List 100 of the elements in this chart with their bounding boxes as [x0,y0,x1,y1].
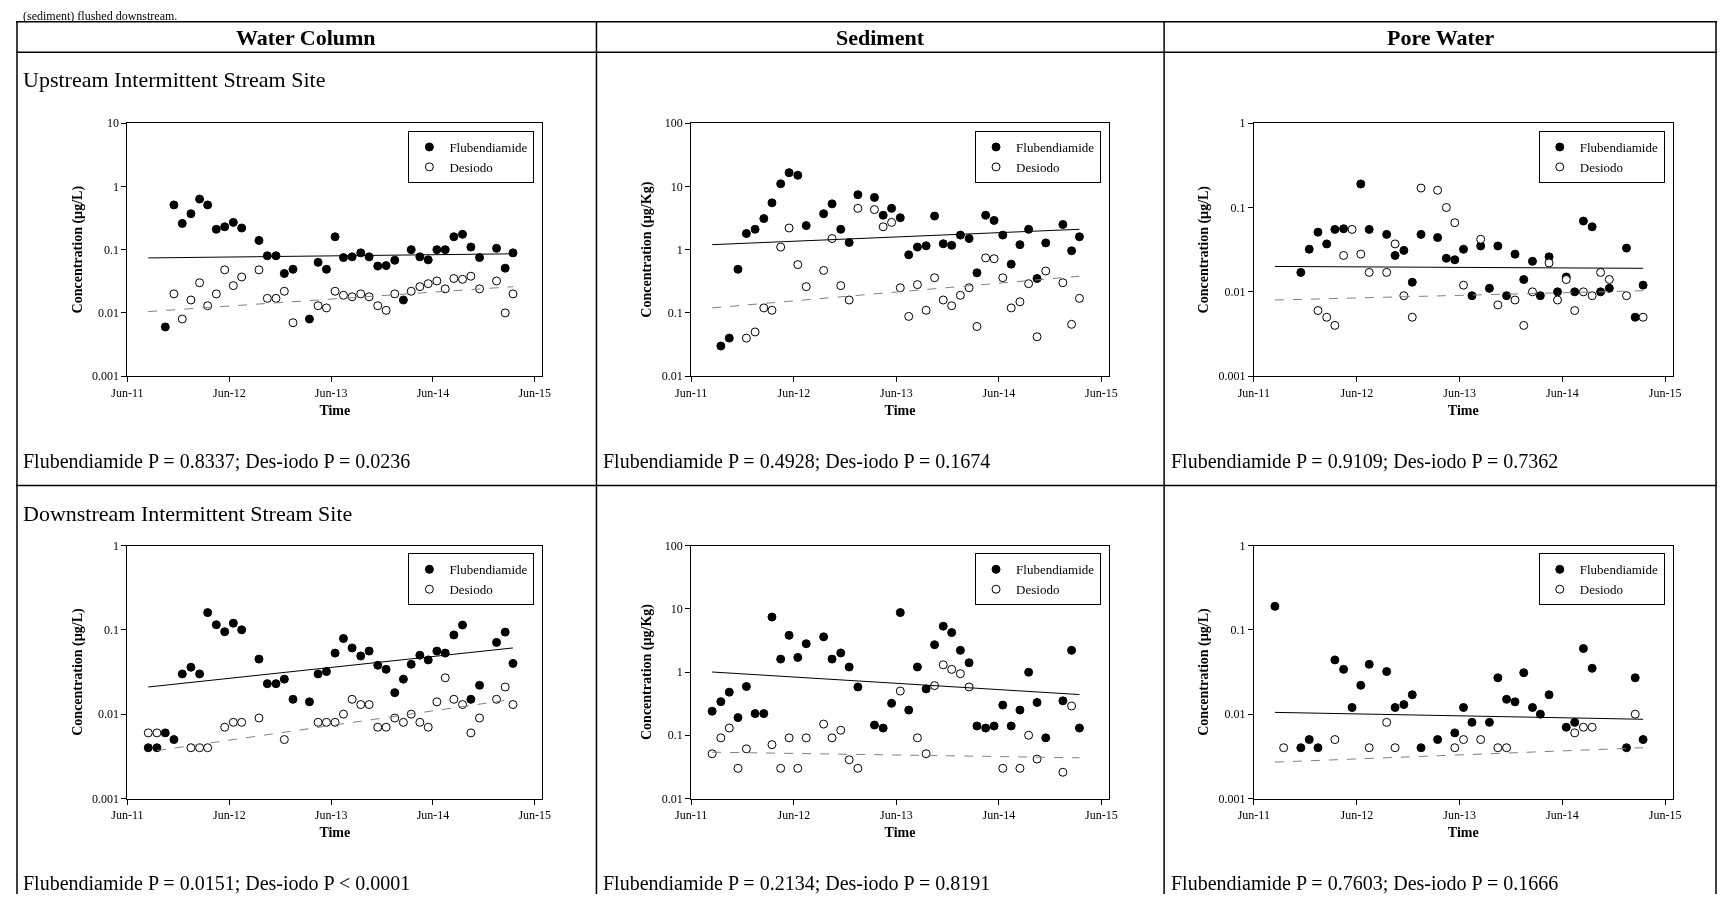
point [1330,735,1340,745]
point [1074,232,1084,242]
point [1638,312,1648,322]
point [724,687,734,697]
point [271,251,281,261]
point [955,290,965,300]
point [449,694,459,704]
chart-title: Water Column [236,25,376,50]
point [449,274,459,283]
legend-label: Desiodo [1016,582,1060,598]
x-tick-label: Jun-12 [777,385,811,400]
legend-label: Desiodo [449,159,493,175]
point [475,253,485,263]
legend-label: Flubendiamide [1579,562,1658,578]
point [364,700,374,710]
x-tick-label: Jun-14 [982,807,1016,822]
point [406,286,416,296]
y-tick-label: 0.001 [91,791,119,806]
point [784,733,794,743]
point [1587,291,1597,301]
point [1476,234,1486,244]
point [1032,332,1042,342]
point [313,669,323,679]
point [356,289,366,299]
point [724,333,734,343]
point [1416,743,1426,753]
point [237,717,247,727]
point [904,705,914,715]
x-tick-label: Jun-11 [674,385,708,400]
point [228,281,238,291]
point [143,728,153,738]
point [1519,668,1529,678]
point [904,311,914,321]
legend-label: Flubendiamide [1016,140,1095,156]
point [423,255,433,265]
point [381,664,391,674]
point [381,261,391,271]
point [759,214,769,224]
point [853,763,863,773]
point [1041,733,1051,743]
point [1476,735,1486,745]
point [492,276,502,286]
point [741,744,751,754]
point [356,700,366,710]
point [321,264,331,274]
point [844,662,854,672]
point [398,674,408,684]
point [373,722,383,732]
point [767,740,777,750]
point [972,721,982,731]
y-tick-label: 0.01 [97,707,119,722]
point [1390,239,1400,249]
y-tick-label: 0.01 [1224,285,1246,300]
point [912,242,922,252]
point [1407,277,1417,287]
x-tick-label: Jun-12 [1340,807,1374,822]
point [1570,728,1580,738]
point [776,179,786,189]
x-tick-label: Jun-12 [1340,385,1374,400]
point [827,654,837,664]
point [262,251,272,261]
point [347,694,357,704]
point [338,253,348,263]
y-tick-label: 10 [670,601,683,616]
point [1364,659,1374,669]
x-tick-label: Jun-15 [1085,807,1118,822]
x-tick-label: Jun-13 [314,385,348,400]
y-tick-label: 0.001 [1218,791,1246,806]
point [1535,709,1545,719]
point [836,725,846,735]
point [186,295,196,305]
point [1450,728,1460,738]
y-tick-label: 0.001 [91,369,119,384]
point [500,627,510,637]
point [930,273,940,283]
point [195,194,205,204]
point [466,242,476,252]
y-tick-label: 0.1 [667,306,683,321]
point [1484,283,1494,293]
x-tick-label: Jun-15 [1085,385,1118,400]
point [475,680,485,690]
point [1587,722,1597,732]
point [853,203,863,213]
point [1339,250,1349,260]
point [1390,702,1400,712]
point [1441,253,1451,263]
point [1621,291,1631,301]
point [767,305,777,315]
legend-label: Flubendiamide [449,562,528,578]
point [262,679,272,689]
point [1407,312,1417,322]
text: Flubendiamide P = 0.2134; Des-iodo P = 0.8191 [603,872,991,894]
point [279,674,289,684]
point [759,303,769,313]
point [1570,287,1580,297]
point [381,722,391,732]
point [921,684,931,694]
legend-label: Flubendiamide [1579,140,1658,156]
point [169,289,179,299]
legend-label: Flubendiamide [449,140,528,156]
